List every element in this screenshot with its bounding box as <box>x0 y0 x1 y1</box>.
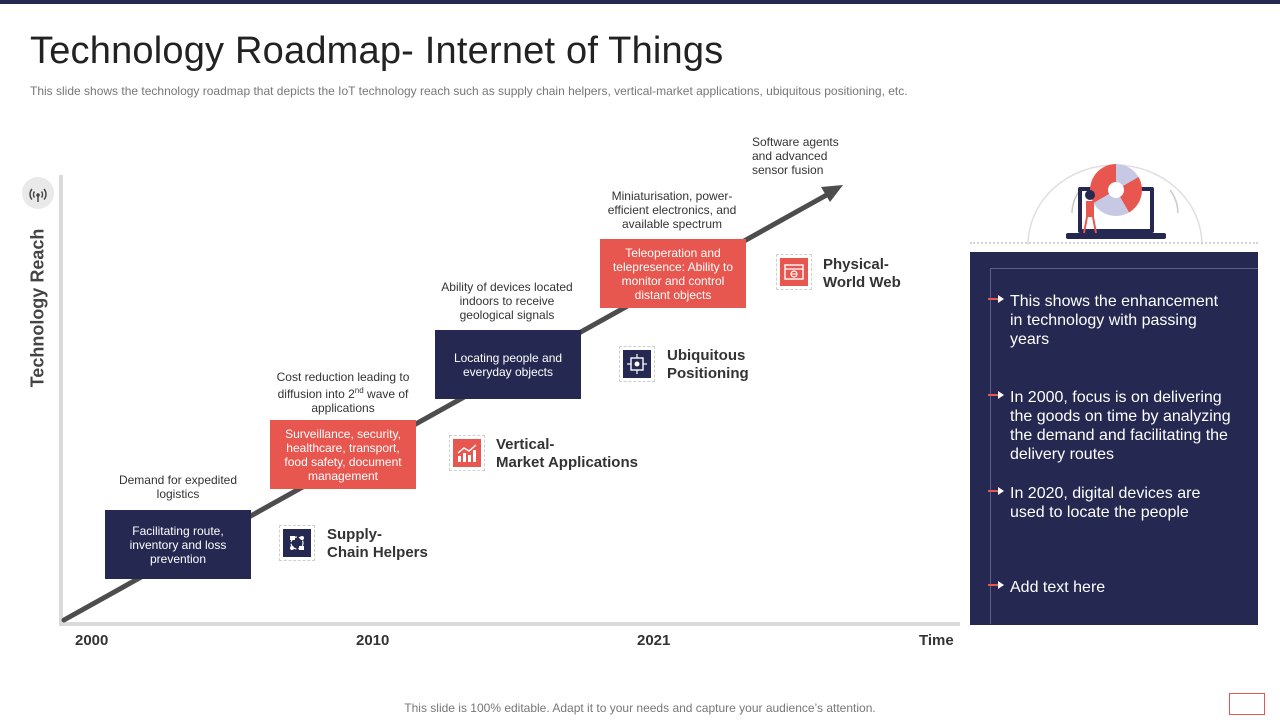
panel-point-2: In 2000, focus is on delivering the good… <box>986 388 1232 464</box>
y-axis <box>59 175 63 626</box>
web-icon <box>776 254 812 290</box>
box-step-2: Surveillance, security, healthcare, tran… <box>270 420 416 489</box>
positioning-icon <box>619 346 655 382</box>
annotation-step-2-tail: wave of applications <box>311 387 409 415</box>
annotation-step-2: Cost reduction leading to diffusion into… <box>276 370 410 415</box>
annotation-step-4: Miniaturisation, power-efficient electro… <box>607 189 737 231</box>
dotted-separator <box>970 242 1258 244</box>
label-ubiquitous-positioning: Ubiquitous Positioning <box>667 347 749 382</box>
panel-point-4: Add text here <box>986 578 1232 597</box>
label-physical-world-web: Physical- World Web <box>823 256 901 291</box>
arrow-bullet-icon <box>988 487 1004 495</box>
box-step-3: Locating people and everyday objects <box>435 330 581 399</box>
annotation-step-2-sup: nd <box>354 386 364 395</box>
x-label-2021: 2021 <box>637 632 671 649</box>
x-label-time: Time <box>919 632 954 649</box>
label-supply-chain: Supply- Chain Helpers <box>327 526 428 561</box>
panel-point-1: This shows the enhancement in technology… <box>986 292 1232 349</box>
slide-subtitle: This slide shows the technology roadmap … <box>30 84 908 98</box>
annotation-top: Software agents and advanced sensor fusi… <box>752 135 839 177</box>
panel-point-3-text: In 2020, digital devices are used to loc… <box>1010 485 1201 521</box>
signal-icon <box>22 177 54 209</box>
corner-box <box>1229 693 1265 715</box>
annotation-step-2-main: Cost reduction leading to diffusion into… <box>276 370 410 401</box>
panel-point-3: In 2020, digital devices are used to loc… <box>986 484 1232 522</box>
arrow-bullet-icon <box>988 581 1004 589</box>
annotation-step-3: Ability of devices located indoors to re… <box>441 280 573 322</box>
arrow-bullet-icon <box>988 295 1004 303</box>
growth-chart-icon <box>449 435 485 471</box>
info-panel <box>970 252 1258 625</box>
laptop-illustration <box>1027 164 1203 246</box>
box-step-4: Teleoperation and telepresence: Ability … <box>600 239 746 308</box>
top-accent-bar <box>0 0 1280 4</box>
panel-point-2-text: In 2000, focus is on delivering the good… <box>1010 389 1231 463</box>
x-label-2000: 2000 <box>75 632 109 649</box>
slide-title: Technology Roadmap- Internet of Things <box>30 30 724 72</box>
x-axis <box>59 622 960 626</box>
arrow-bullet-icon <box>988 391 1004 399</box>
box-step-1: Facilitating route, inventory and loss p… <box>105 510 251 579</box>
footer-note: This slide is 100% editable. Adapt it to… <box>404 701 876 715</box>
annotation-step-1: Demand for expedited logistics <box>118 473 238 501</box>
supply-chain-icon <box>279 525 315 561</box>
panel-point-4-text: Add text here <box>1010 579 1106 596</box>
panel-point-1-text: This shows the enhancement in technology… <box>1010 293 1219 348</box>
label-vertical-market: Vertical- Market Applications <box>496 436 638 471</box>
x-label-2010: 2010 <box>356 632 390 649</box>
panel-frame-line <box>990 268 1258 624</box>
